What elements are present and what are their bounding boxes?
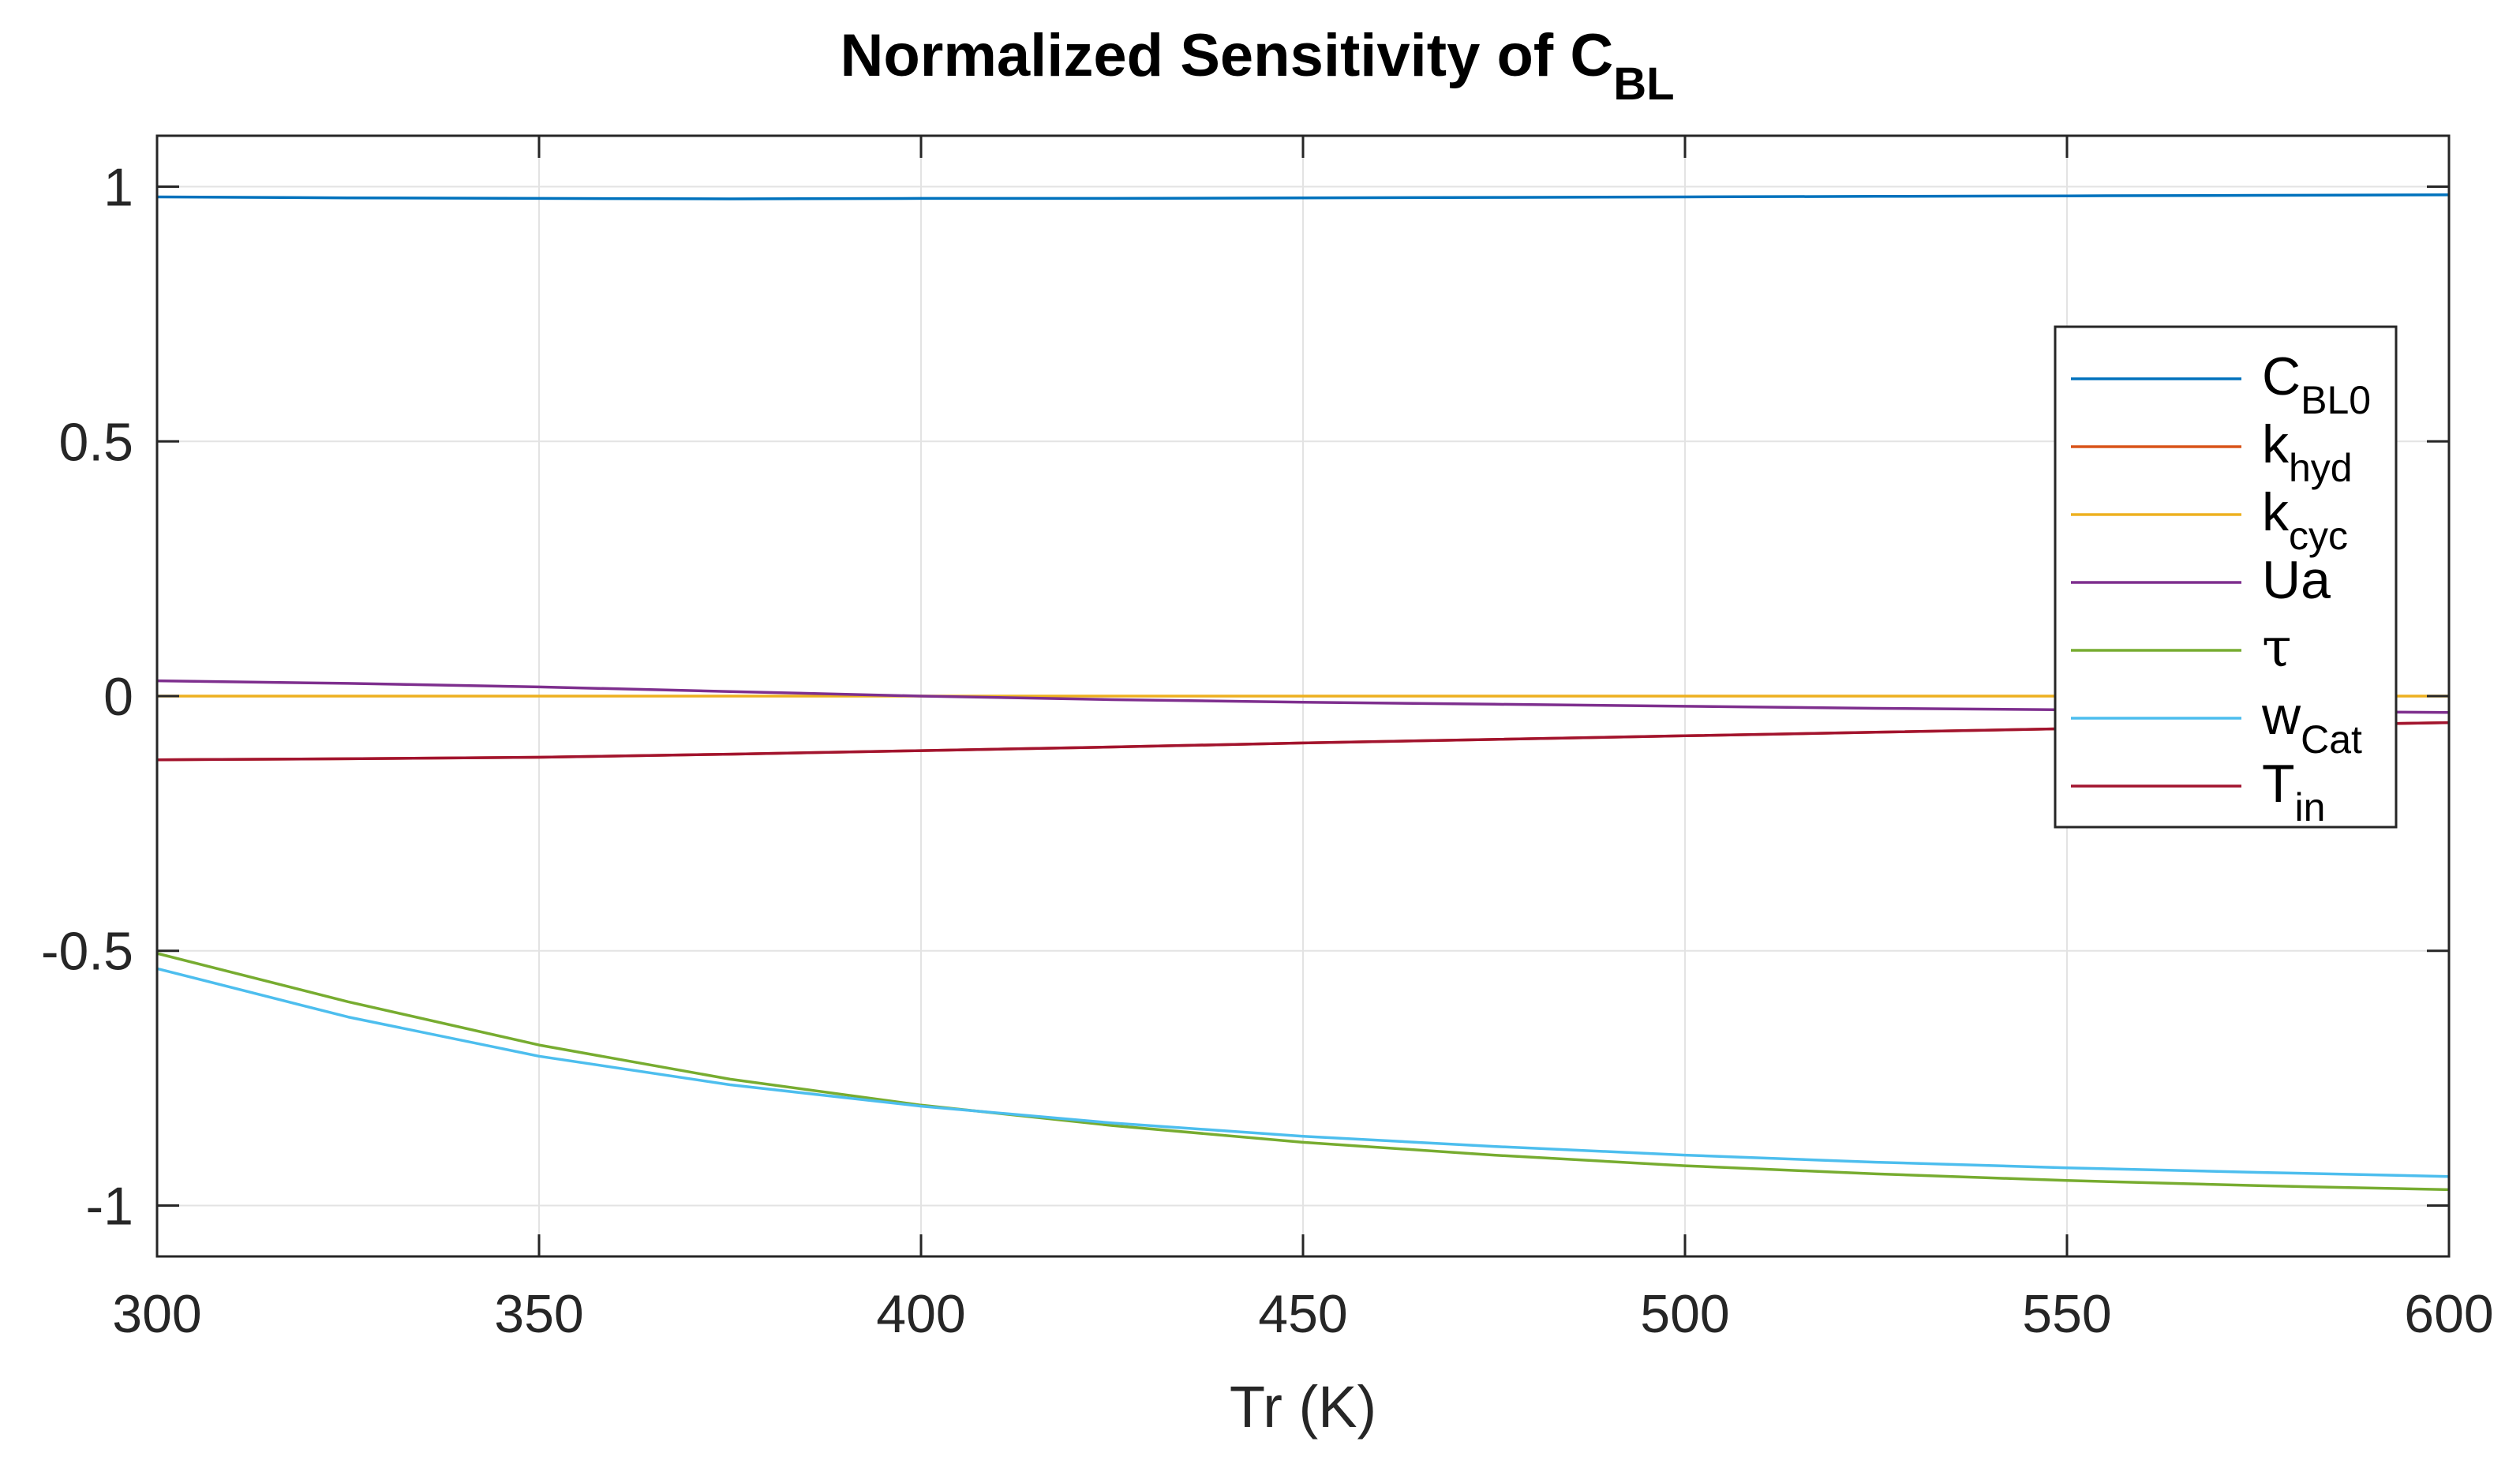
legend-label: CBL0 [2262,346,2371,422]
x-tick-label: 450 [1258,1284,1347,1344]
series-line- [156,952,2450,1192]
series-line-cbl0 [156,193,2450,200]
x-tick-label: 400 [876,1284,965,1344]
y-tick-label: -1 [86,1176,133,1236]
axis-ticks: 300 350 400 450 500 550 600 1 0.5 0 -0.5 -1 [41,136,2494,1344]
legend-label: kcyc [2262,482,2348,558]
y-tick-label: -0.5 [41,922,133,982]
x-tick-label: 500 [1640,1284,1729,1344]
x-tick-label: 350 [494,1284,583,1344]
legend-label: Tin [2262,754,2325,829]
x-tick-label: 550 [2022,1284,2111,1344]
x-tick-label: 300 [112,1284,201,1344]
series-line-wcat [156,967,2450,1178]
y-tick-label: 1 [103,158,133,218]
x-tick-label: 600 [2404,1284,2493,1344]
chart-title: Normalized Sensitivity of CBL [840,22,1674,110]
y-tick-label: 0.5 [58,412,133,472]
x-axis-label: Tr (K) [1230,1374,1376,1440]
legend-label: Ua [2262,550,2331,610]
legend-label: wCat [2261,686,2362,762]
legend-label: τ [2262,617,2292,680]
y-tick-label: 0 [103,667,133,727]
legend-box [2054,325,2398,829]
legend-label: khyd [2262,414,2353,490]
